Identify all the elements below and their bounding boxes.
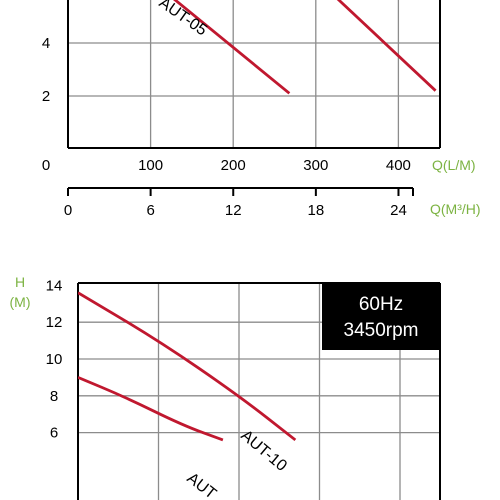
x-tick-label-lpm: 300 xyxy=(303,157,328,174)
top-curve-2 xyxy=(336,0,437,92)
curve-label-aut-05: AUT-05 xyxy=(156,0,210,39)
bottom-y-tick-label: 12 xyxy=(46,314,63,331)
x-tick-label-lpm: 200 xyxy=(221,157,246,174)
bottom-y-tick-label: 14 xyxy=(46,277,63,294)
x2-tick-label: 6 xyxy=(146,202,154,219)
bottom-chart: 6 8 10 12 14 H (M) 60Hz 3450rpm AUT-10 AUT xyxy=(10,274,441,500)
bottom-curve-1 xyxy=(78,291,297,442)
flow-axes: 0 100 200 300 400 Q(L/M) 0 6 12 18 24 Q(M³/H) xyxy=(42,157,481,219)
x-tick-label-lpm: 0 xyxy=(42,157,50,174)
badge-frequency: 60Hz xyxy=(359,294,403,315)
y-axis-label-head: H xyxy=(15,274,25,290)
x-tick-label-lpm: 100 xyxy=(138,157,163,174)
top-grid xyxy=(67,0,441,149)
top-y-ticks: 24 xyxy=(42,35,50,105)
curve-label-aut-10: AUT-10 xyxy=(237,427,290,475)
x-axis-unit-m3h: Q(M³/H) xyxy=(430,201,481,217)
top-y-tick-label: 2 xyxy=(42,88,50,105)
x-ticks-lpm: 0 100 200 300 400 xyxy=(42,157,411,174)
top-curves xyxy=(173,0,437,95)
top-chart: 24 AUT-05 xyxy=(42,0,441,149)
bottom-curves xyxy=(78,291,297,442)
top-curve-labels: AUT-05 xyxy=(156,0,210,39)
bottom-y-tick-label: 8 xyxy=(50,388,58,405)
speed-badge: 60Hz 3450rpm xyxy=(322,284,439,350)
curve-label-aut: AUT xyxy=(184,470,220,500)
bottom-curve-2 xyxy=(78,376,224,442)
y-axis-label-unit: (M) xyxy=(10,294,31,310)
x2-tick-label: 24 xyxy=(390,202,407,219)
badge-speed: 3450rpm xyxy=(344,320,419,341)
x-axis-unit-lpm: Q(L/M) xyxy=(432,157,476,173)
speed-badge-background xyxy=(322,284,439,350)
x2-tick-label: 12 xyxy=(225,202,242,219)
x-tick-label-lpm: 400 xyxy=(386,157,411,174)
bottom-y-tick-label: 10 xyxy=(46,351,63,368)
bottom-curve-labels: AUT-10 AUT xyxy=(184,427,290,500)
x2-ticks: 0 6 12 18 24 xyxy=(64,188,414,219)
top-y-tick-label: 4 xyxy=(42,35,50,52)
top-curve-1 xyxy=(173,0,291,95)
bottom-y-ticks: 6 8 10 12 14 xyxy=(46,277,63,441)
x2-tick-label: 18 xyxy=(308,202,325,219)
x2-tick-label: 0 xyxy=(64,202,72,219)
bottom-y-tick-label: 6 xyxy=(50,425,58,442)
